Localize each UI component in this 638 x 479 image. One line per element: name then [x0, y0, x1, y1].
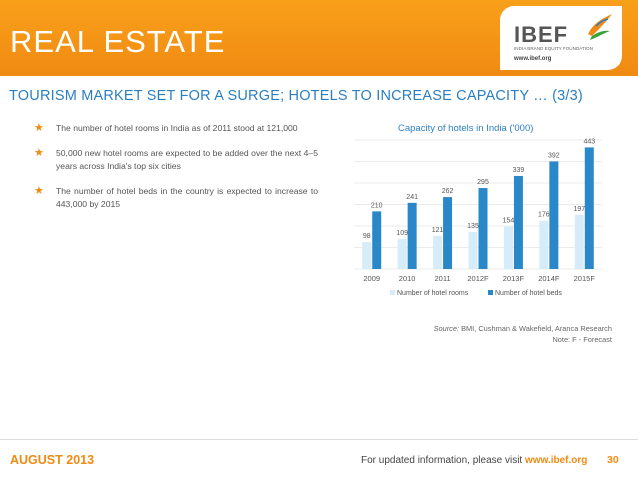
slide-subtitle: TOURISM MARKET SET FOR A SURGE; HOTELS T… [9, 88, 583, 104]
data-label: 241 [406, 194, 418, 201]
footer-info-text: For updated information, please visit [361, 455, 525, 466]
data-label: 135 [467, 223, 479, 230]
logo-wordmark: IBEF [514, 22, 569, 47]
legend-swatch [390, 290, 395, 295]
ibef-logo[interactable]: IBEF INDIA BRAND EQUITY FOUNDATION www.i… [500, 6, 622, 70]
data-label: 121 [432, 227, 444, 234]
bar [443, 197, 453, 269]
section-title: REAL ESTATE [10, 24, 226, 59]
star-bullet-icon: ★ [34, 122, 44, 134]
bird-logo-icon [588, 14, 612, 40]
source-note: Source: BMI, Cushman & Wakefield, Aranca… [380, 323, 612, 345]
x-tick-label: 2010 [399, 274, 416, 283]
bar [362, 242, 372, 269]
source-label: Source: [433, 324, 460, 333]
data-label: 339 [513, 167, 525, 174]
bar [513, 175, 523, 269]
bullet-item: ★ The number of hotel beds in the countr… [32, 185, 318, 211]
legend-label: Number of hotel rooms [397, 290, 469, 297]
bar [407, 202, 417, 269]
data-label: 176 [538, 212, 550, 219]
bar [549, 161, 559, 269]
bar [397, 239, 407, 269]
forecast-note: Note: F - Forecast [552, 335, 612, 344]
bar [503, 226, 513, 269]
bar [468, 231, 478, 269]
bar [478, 188, 488, 269]
hotel-capacity-chart: 98 210 2009 109 241 2010 121 262 2011 135 295 2012F… [340, 118, 620, 303]
data-label: 443 [583, 138, 595, 145]
logo-tagline: INDIA BRAND EQUITY FOUNDATION [514, 46, 593, 51]
x-tick-label: 2011 [435, 274, 451, 283]
data-label: 262 [442, 188, 454, 195]
star-bullet-icon: ★ [34, 147, 44, 159]
page-number: 30 [607, 454, 619, 466]
data-label: 109 [396, 230, 408, 237]
bullet-text: The number of hotel rooms in India as of… [56, 123, 298, 133]
data-label: 197 [573, 206, 585, 213]
footer-url-link[interactable]: www.ibef.org [524, 455, 588, 466]
x-tick-label: 2009 [363, 274, 380, 283]
data-label: 295 [477, 179, 489, 186]
legend-swatch [488, 290, 493, 295]
data-label: 210 [371, 202, 383, 209]
bar [539, 220, 549, 269]
footer-info: For updated information, please visit ww… [361, 455, 587, 466]
data-label: 392 [548, 152, 560, 159]
bullet-list: ★ The number of hotel rooms in India as … [32, 122, 318, 223]
bar [433, 235, 443, 269]
legend-label: Number of hotel beds [495, 290, 562, 297]
bar [584, 147, 594, 269]
data-label: 154 [503, 218, 515, 225]
star-bullet-icon: ★ [34, 185, 44, 197]
bar [574, 214, 584, 269]
x-tick-label: 2015F [574, 274, 596, 283]
bar [372, 211, 382, 269]
x-tick-label: 2013F [503, 274, 525, 283]
x-tick-label: 2014F [538, 274, 560, 283]
bullet-text: The number of hotel beds in the country … [56, 186, 318, 209]
footer-date: AUGUST 2013 [10, 453, 95, 467]
bullet-text: 50,000 new hotel rooms are expected to b… [56, 148, 318, 171]
chart-canvas: 98 210 2009 109 241 2010 121 262 2011 135 295 2012F… [354, 138, 602, 297]
data-label: 98 [363, 233, 371, 240]
chart-title: Capacity of hotels in India ('000) [398, 123, 534, 134]
bullet-item: ★ The number of hotel rooms in India as … [32, 122, 318, 135]
footer-divider [0, 439, 638, 440]
x-tick-label: 2012F [467, 274, 489, 283]
source-text: BMI, Cushman & Wakefield, Aranca Researc… [459, 324, 612, 333]
logo-url: www.ibef.org [514, 56, 552, 62]
bullet-item: ★ 50,000 new hotel rooms are expected to… [32, 147, 318, 173]
